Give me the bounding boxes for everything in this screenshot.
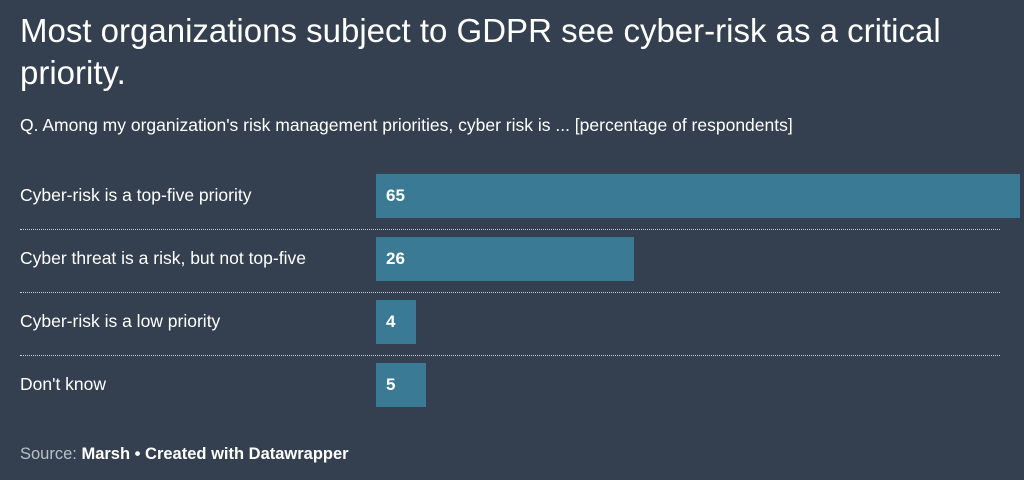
bar-row: Cyber threat is a risk, but not top-five… bbox=[20, 231, 1000, 293]
datawrapper-credit[interactable]: Created with Datawrapper bbox=[145, 445, 349, 463]
footer-separator: • bbox=[134, 445, 141, 463]
bar-chart: Cyber-risk is a top-five priority 65 Cyber… bbox=[0, 168, 1024, 418]
bar bbox=[376, 174, 1020, 218]
source-footer: Source: Marsh • Created with Datawrapper bbox=[20, 443, 349, 465]
row-divider bbox=[20, 355, 1000, 356]
chart-subtitle: Q. Among my organization's risk manageme… bbox=[20, 115, 793, 135]
row-divider bbox=[20, 292, 1000, 293]
chart-title: Most organizations subject to GDPR see c… bbox=[20, 12, 941, 91]
source-name: Marsh bbox=[81, 445, 131, 463]
bar-value-label: 65 bbox=[386, 186, 405, 205]
bar bbox=[376, 237, 634, 281]
category-label: Cyber threat is a risk, but not top-five bbox=[20, 248, 306, 268]
category-label: Cyber-risk is a low priority bbox=[20, 311, 221, 331]
bar-row: Cyber-risk is a top-five priority 65 bbox=[20, 168, 1020, 230]
bar bbox=[376, 363, 426, 407]
source-label: Source: bbox=[20, 445, 77, 463]
row-divider bbox=[20, 229, 1000, 230]
bar-value-label: 4 bbox=[386, 312, 396, 331]
bar-row: Don't know 5 bbox=[20, 357, 1000, 419]
bar bbox=[376, 300, 416, 344]
bar-row: Cyber-risk is a low priority 4 bbox=[20, 294, 1000, 356]
category-label: Don't know bbox=[20, 374, 107, 394]
bar-value-label: 26 bbox=[386, 249, 405, 268]
bar-value-label: 5 bbox=[386, 375, 396, 394]
category-label: Cyber-risk is a top-five priority bbox=[20, 185, 252, 205]
